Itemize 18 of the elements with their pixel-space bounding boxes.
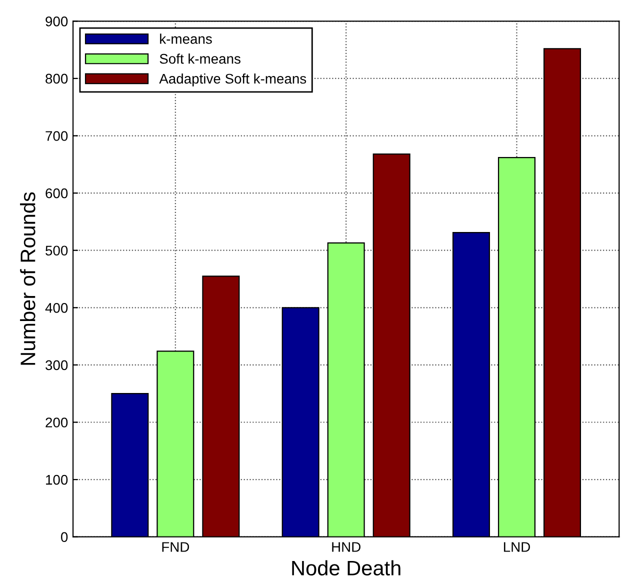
y-tick-label: 900 [46, 16, 68, 26]
legend-label: Soft k-means [160, 54, 240, 64]
legend-label: Aadaptive Soft k-means [159, 73, 306, 86]
y-tick-label: 300 [46, 360, 68, 370]
y-tick-label: 800 [46, 74, 68, 84]
y-tick-label: 500 [46, 246, 68, 256]
y-tick-label: 100 [46, 474, 68, 485]
x-tick-label: LND [504, 542, 530, 552]
y-tick-label: 0 [60, 532, 68, 542]
y-tick-label: 200 [46, 418, 68, 428]
x-tick-label: HND [332, 542, 360, 552]
legend-label: k-means [160, 34, 212, 44]
y-axis-title: Number of Rounds [20, 192, 36, 365]
x-axis-title: Node Death [292, 560, 400, 576]
y-tick-label: 400 [45, 302, 68, 313]
y-tick-label: 600 [46, 188, 68, 198]
x-tick-label: FND [162, 542, 190, 552]
y-tick-label: 700 [46, 131, 68, 141]
